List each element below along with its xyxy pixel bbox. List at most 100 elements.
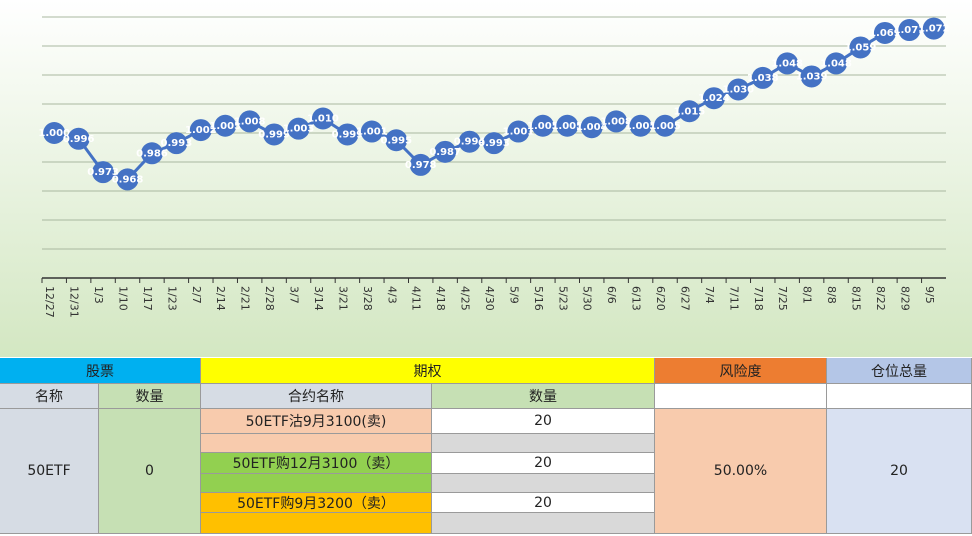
x-tick-label: 1/17 — [141, 286, 154, 311]
x-tick-label: 9/5 — [923, 286, 936, 304]
marker — [360, 120, 383, 143]
data-label: 1.059 — [845, 42, 877, 53]
x-tick-label: 4/18 — [434, 286, 447, 311]
marker — [311, 107, 334, 130]
column-header: 合约名称 — [201, 384, 432, 409]
column-header: 数量 — [99, 384, 201, 409]
data-label: 1.008 — [600, 116, 632, 127]
x-tick-label: 8/8 — [825, 286, 838, 304]
marker — [702, 87, 725, 110]
data-label: 1.003 — [283, 124, 315, 135]
data-label: 1.005 — [209, 121, 241, 132]
marker — [849, 36, 872, 59]
x-tick-label: 3/14 — [312, 286, 325, 311]
column-header: 名称 — [0, 384, 99, 409]
x-tick-label: 4/25 — [459, 286, 472, 311]
risk: 50.00% — [655, 409, 827, 534]
data-label: 0.987 — [429, 147, 461, 158]
data-label: 1.010 — [307, 114, 339, 125]
marker — [678, 100, 701, 123]
x-tick-label: 2/14 — [214, 286, 227, 311]
data-label: 1.024 — [698, 93, 730, 104]
data-label: 1.000 — [38, 128, 70, 139]
empty-cell — [655, 384, 827, 409]
marker — [507, 120, 530, 143]
marker — [458, 130, 481, 153]
data-label: 0.995 — [380, 135, 412, 146]
x-tick-label: 4/30 — [483, 286, 496, 311]
option-name: 50ETF购12月3100（卖） — [201, 453, 432, 474]
marker — [43, 122, 66, 144]
marker — [556, 114, 579, 137]
x-tick-label: 2/28 — [263, 286, 276, 311]
marker — [825, 52, 848, 75]
x-tick-label: 1/3 — [92, 286, 105, 304]
data-label: 0.978 — [405, 160, 437, 171]
marker — [238, 110, 261, 133]
x-tick-label: 2/21 — [239, 286, 252, 311]
data-label: 1.015 — [674, 106, 706, 117]
marker — [189, 119, 212, 142]
data-label: 1.038 — [747, 73, 779, 84]
marker — [580, 116, 603, 139]
marker — [263, 123, 286, 146]
x-tick-label: 1/23 — [165, 286, 178, 311]
option-quantity: 20 — [432, 409, 655, 434]
data-label: 0.993 — [478, 138, 510, 149]
data-label: 0.993 — [161, 138, 193, 149]
stock-name: 50ETF — [0, 409, 99, 534]
data-label: 1.001 — [503, 127, 535, 138]
x-tick-label: 3/28 — [361, 286, 374, 311]
marker — [92, 161, 115, 184]
group-header: 股票 — [0, 358, 201, 384]
x-tick-label: 5/16 — [532, 286, 545, 311]
data-label: 1.001 — [356, 127, 388, 138]
x-tick-label: 5/23 — [556, 286, 569, 311]
data-label: 1.069 — [869, 28, 901, 39]
empty-cell — [432, 434, 655, 453]
data-label: 1.005 — [625, 121, 657, 132]
marker — [116, 168, 139, 191]
option-name: 50ETF购9月3200（卖） — [201, 493, 432, 513]
data-label: 1.039 — [796, 71, 828, 82]
chart: 12/27 12/31 1/3 1/10 1/17 1/23 2/7 2/14 2/21 2/28… — [0, 0, 972, 357]
x-tick-label: 6/20 — [654, 286, 667, 311]
x-tick-label: 1/10 — [117, 286, 130, 311]
marker — [214, 114, 237, 137]
x-tick-label: 8/29 — [898, 286, 911, 311]
option-quantity: 20 — [432, 453, 655, 474]
group-header: 仓位总量 — [827, 358, 972, 384]
marker — [385, 129, 408, 152]
x-tick-label: 8/15 — [849, 286, 862, 311]
total-position: 20 — [827, 409, 972, 534]
x-tick-label: 5/30 — [581, 286, 594, 311]
data-label: 1.030 — [723, 85, 755, 96]
data-label: 0.999 — [258, 129, 290, 140]
x-tick-label: 8/1 — [801, 286, 814, 304]
data-label: 1.071 — [894, 25, 926, 36]
empty-cell — [201, 513, 432, 534]
data-label: 1.005 — [527, 121, 559, 132]
stock-quantity: 0 — [99, 409, 201, 534]
marker — [873, 21, 896, 44]
empty-cell — [432, 474, 655, 493]
chart-background — [0, 0, 972, 357]
marker — [434, 140, 457, 163]
x-tick-label: 8/22 — [874, 286, 887, 311]
x-tick-label: 12/31 — [68, 286, 81, 318]
marker — [727, 78, 750, 101]
marker — [922, 17, 945, 40]
empty-cell — [201, 434, 432, 453]
empty-cell — [201, 474, 432, 493]
x-tick-label: 7/4 — [703, 286, 716, 304]
marker — [336, 123, 359, 146]
marker — [67, 127, 90, 150]
x-tick-label: 4/11 — [410, 286, 423, 311]
marker — [629, 114, 652, 137]
marker — [531, 114, 554, 137]
x-tick-label: 6/27 — [678, 286, 691, 311]
x-tick-label: 6/6 — [605, 286, 618, 304]
data-label: 1.008 — [234, 116, 266, 127]
marker — [287, 117, 310, 140]
